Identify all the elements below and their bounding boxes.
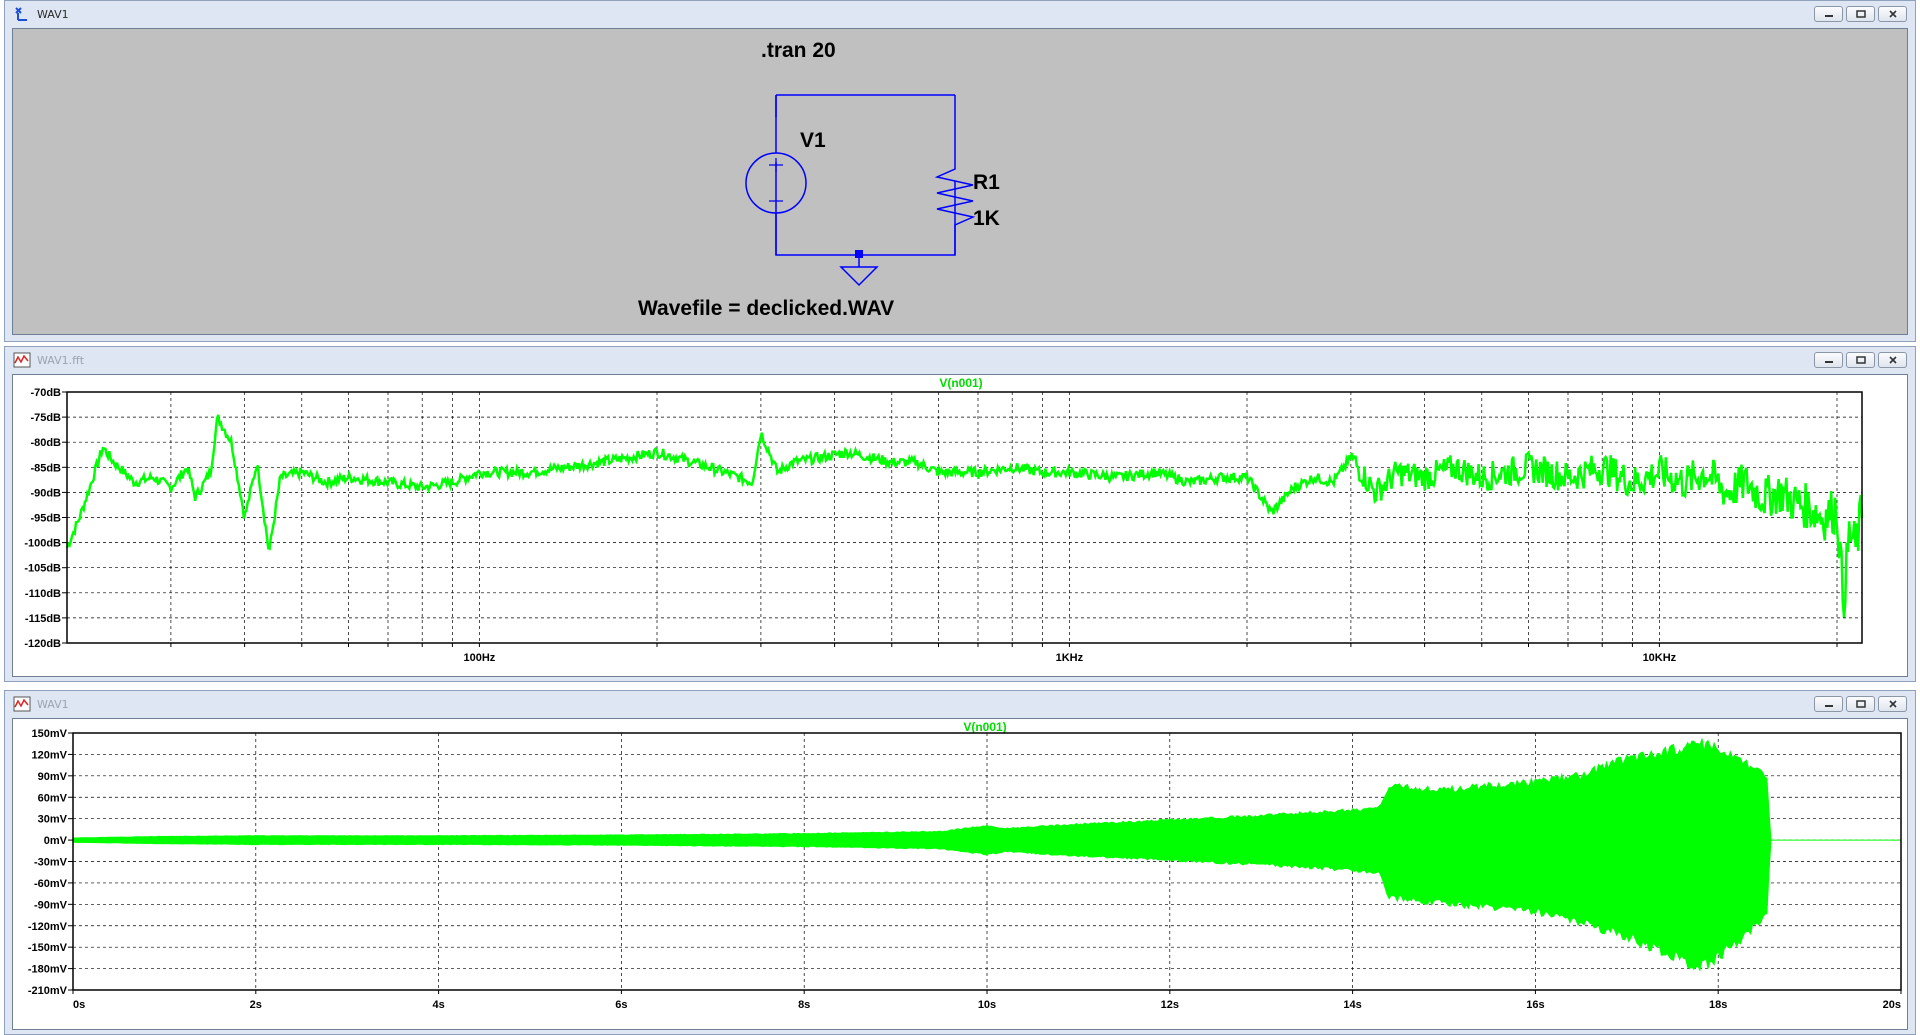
wavefile-label[interactable]: Wavefile = declicked.WAV: [638, 297, 894, 320]
schematic-canvas[interactable]: .tran 20 V1 R1 1K Wavefile = declicked.W…: [12, 28, 1908, 335]
fft-titlebar[interactable]: WAV1.fft: [5, 347, 1915, 373]
minimize-icon: [1824, 15, 1833, 17]
fft-y-tick-label: -115dB: [25, 613, 61, 625]
fft-x-tick-label: 10KHz: [1643, 652, 1677, 664]
source-name-label[interactable]: V1: [800, 129, 826, 152]
transient-x-tick-label: 18s: [1709, 999, 1727, 1011]
schematic-window-title: WAV1: [37, 7, 69, 21]
transient-x-tick-label: 4s: [432, 999, 444, 1011]
transient-y-tick-label: -180mV: [28, 964, 68, 976]
transient-y-tick-label: -90mV: [34, 899, 68, 911]
waveform-app-icon: [13, 352, 31, 368]
schematic-app-icon: [15, 7, 27, 21]
restore-button[interactable]: [1846, 352, 1875, 368]
transient-chart[interactable]: V(n001) 150mV 120mV 90mV 60mV 30mV 0mV -30mV -6…: [13, 719, 1909, 1031]
transient-y-tick-label: 90mV: [38, 771, 68, 783]
fft-plot-frame: [66, 391, 1863, 644]
transient-y-tick-label: 60mV: [38, 792, 68, 804]
transient-x-tick-label: 8s: [798, 999, 810, 1011]
close-icon: [1888, 700, 1897, 708]
transient-x-tick-label: 6s: [615, 999, 627, 1011]
transient-x-tick-label: 12s: [1161, 999, 1179, 1011]
transient-y-tick-label: -150mV: [28, 942, 68, 954]
fft-y-tick-label: -110dB: [25, 588, 61, 600]
fft-y-tick-label: -90dB: [30, 487, 61, 499]
close-icon: [1888, 10, 1897, 18]
schematic-window: WAV1 .tran 20 V1 R1 1K: [4, 0, 1916, 342]
circuit-wire[interactable]: [775, 94, 956, 256]
fft-y-tick-label: -120dB: [24, 638, 61, 650]
transient-trace-envelope[interactable]: [72, 738, 1901, 972]
transient-window: WAV1 V(n001) 150mV 120mV 90mV 60mV 30mV 0mV -3…: [4, 690, 1916, 1035]
fft-y-tick-label: -70dB: [30, 387, 61, 399]
waveform-app-icon: [13, 696, 31, 712]
restore-button[interactable]: [1846, 6, 1875, 22]
transient-y-tick-label: 0mV: [44, 835, 68, 847]
transient-y-tick-label: 30mV: [38, 814, 68, 826]
restore-icon: [1855, 700, 1866, 708]
transient-x-tick-label: 2s: [250, 999, 262, 1011]
schematic-drawing: .tran 20 V1 R1 1K Wavefile = declicked.W…: [638, 39, 1000, 320]
resistor-value-label[interactable]: 1K: [973, 207, 1000, 230]
transient-y-tick-label: -30mV: [34, 857, 68, 869]
restore-icon: [1855, 356, 1866, 364]
transient-plot-pane[interactable]: V(n001) 150mV 120mV 90mV 60mV 30mV 0mV -30mV -6…: [12, 718, 1908, 1030]
fft-trace-label[interactable]: V(n001): [939, 376, 982, 390]
minimize-icon: [1824, 705, 1833, 707]
fft-y-tick-label: -75dB: [30, 412, 61, 424]
fft-x-tick-label: 100Hz: [463, 652, 495, 664]
close-button[interactable]: [1878, 6, 1907, 22]
fft-y-tick-label: -95dB: [30, 513, 61, 525]
schematic-titlebar[interactable]: WAV1: [5, 1, 1915, 27]
fft-y-tick-label: -105dB: [24, 563, 61, 575]
transient-y-tick-label: 150mV: [32, 728, 68, 740]
close-icon: [1888, 356, 1897, 364]
fft-y-tick-label: -80dB: [30, 437, 61, 449]
fft-chart[interactable]: V(n001) -70dB -75dB -80dB -85dB -90dB -95dB -1…: [13, 375, 1909, 678]
fft-y-tick-label: -100dB: [24, 538, 61, 550]
transient-x-tick-label: 14s: [1343, 999, 1361, 1011]
fft-trace-line[interactable]: [65, 414, 1864, 618]
fft-y-tick-label: -85dB: [30, 462, 61, 474]
restore-icon: [1855, 10, 1866, 18]
fft-window-title: WAV1.fft: [37, 353, 85, 367]
minimize-button[interactable]: [1814, 352, 1843, 368]
resistor-symbol[interactable]: [934, 133, 976, 255]
close-button[interactable]: [1878, 696, 1907, 712]
voltage-source-symbol[interactable]: [745, 95, 807, 255]
transient-x-tick-label: 0s: [73, 999, 85, 1011]
transient-y-tick-label: -120mV: [28, 921, 68, 933]
fft-x-tick-label: 1KHz: [1056, 652, 1084, 664]
minimize-button[interactable]: [1814, 6, 1843, 22]
fft-plot-pane[interactable]: V(n001) -70dB -75dB -80dB -85dB -90dB -95dB -1…: [12, 374, 1908, 677]
close-button[interactable]: [1878, 352, 1907, 368]
resistor-name-label[interactable]: R1: [973, 171, 1000, 194]
transient-y-tick-label: -210mV: [28, 985, 68, 997]
transient-x-tick-label: 20s: [1883, 999, 1901, 1011]
transient-trace-label[interactable]: V(n001): [963, 720, 1006, 734]
transient-titlebar[interactable]: WAV1: [5, 691, 1915, 717]
transient-y-tick-label: 120mV: [32, 749, 68, 761]
minimize-icon: [1824, 361, 1833, 363]
transient-window-title: WAV1: [37, 697, 69, 711]
fft-window: WAV1.fft V(n001) -70dB -75dB -80dB -85dB -90…: [4, 346, 1916, 682]
restore-button[interactable]: [1846, 696, 1875, 712]
transient-plot-frame: [72, 732, 1902, 991]
transient-x-tick-label: 10s: [978, 999, 996, 1011]
transient-x-tick-label: 16s: [1526, 999, 1544, 1011]
minimize-button[interactable]: [1814, 696, 1843, 712]
transient-y-tick-label: -60mV: [34, 878, 68, 890]
ground-symbol[interactable]: [839, 250, 879, 287]
directive-label[interactable]: .tran 20: [761, 39, 836, 62]
